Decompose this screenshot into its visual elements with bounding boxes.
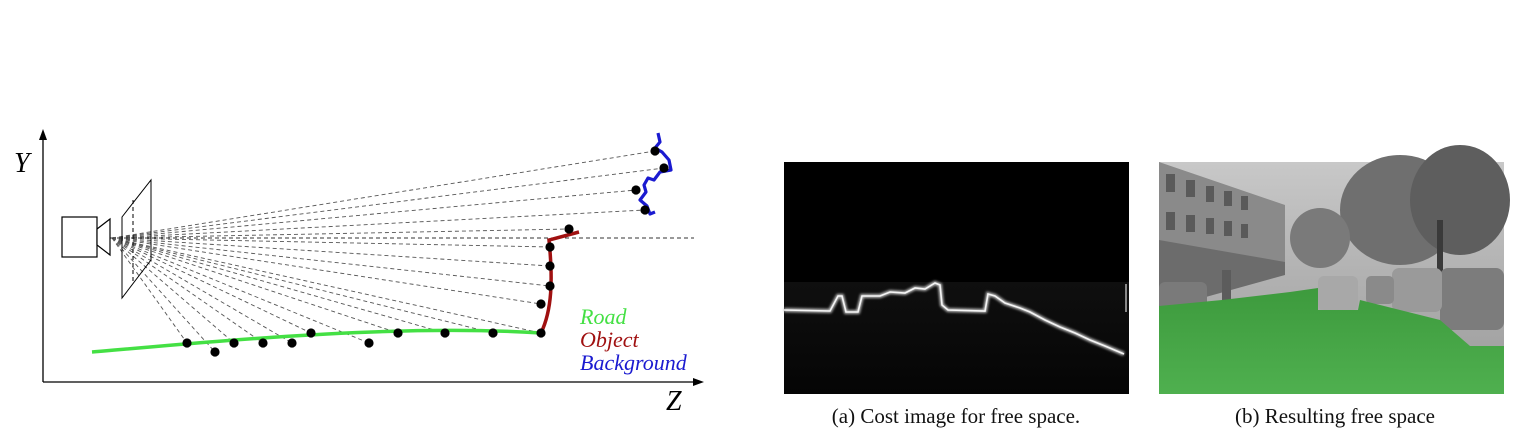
legend: Road Object Background <box>579 304 688 375</box>
legend-object: Object <box>580 327 640 352</box>
parked-car-2 <box>1392 268 1442 312</box>
cost-image-panel: (a) Cost image for free space. <box>783 162 1129 428</box>
z-axis-arrow <box>693 378 704 386</box>
ray-3 <box>111 237 264 344</box>
free-space-panel: (b) Resulting free space <box>1159 145 1510 428</box>
ray-12 <box>111 237 551 287</box>
cost-image-top <box>784 162 1129 282</box>
pedestrian <box>1222 270 1231 306</box>
cost-ridge <box>783 282 1125 355</box>
ray-2 <box>111 237 235 344</box>
measurement-point-17 <box>631 185 641 195</box>
ray-7 <box>111 237 399 334</box>
y-axis-arrow <box>39 129 47 140</box>
tree-trunk <box>1437 220 1443 290</box>
measurement-point-6 <box>364 338 374 348</box>
parked-car-3 <box>1366 276 1394 304</box>
ray-10 <box>111 237 542 334</box>
ray-6 <box>111 237 370 344</box>
ray-0 <box>111 237 188 344</box>
background-curve <box>638 132 673 216</box>
measurement-point-15 <box>564 224 574 234</box>
image-plane <box>121 178 152 300</box>
road-curve <box>91 328 542 354</box>
ray-group <box>111 150 665 353</box>
ray-16 <box>111 209 646 239</box>
ray-1 <box>111 237 216 353</box>
measurement-point-9 <box>488 328 498 338</box>
ray-18 <box>111 167 665 239</box>
measurement-point-12 <box>545 281 555 291</box>
measurement-point-4 <box>287 338 297 348</box>
point-group <box>182 146 669 357</box>
lane-car <box>1318 276 1358 310</box>
measurement-point-1 <box>210 347 220 357</box>
measurement-point-3 <box>258 338 268 348</box>
measurement-point-18 <box>659 163 669 173</box>
caption-b: (b) Resulting free space <box>1235 404 1435 428</box>
ray-4 <box>111 237 293 344</box>
measurement-point-2 <box>229 338 239 348</box>
measurement-point-19 <box>650 146 660 156</box>
measurement-point-10 <box>536 328 546 338</box>
tree-canopy-2 <box>1410 145 1510 255</box>
ray-15 <box>111 228 570 239</box>
measurement-point-5 <box>306 328 316 338</box>
ray-19 <box>111 150 656 239</box>
tree-canopy-3 <box>1290 208 1350 268</box>
measurement-point-7 <box>393 328 403 338</box>
measurement-point-0 <box>182 338 192 348</box>
measurement-point-13 <box>545 261 555 271</box>
y-axis-label: Y <box>14 148 33 179</box>
camera-body <box>61 216 98 258</box>
measurement-point-16 <box>640 205 650 215</box>
scene-diagram: Y Z Road Object Background <box>14 129 704 417</box>
parked-car-1 <box>1440 268 1504 330</box>
caption-a: (a) Cost image for free space. <box>832 404 1080 428</box>
camera-icon <box>61 178 152 300</box>
ray-5 <box>111 237 312 334</box>
measurement-point-14 <box>545 242 555 252</box>
ray-14 <box>111 237 551 248</box>
ray-9 <box>111 237 494 334</box>
ray-17 <box>111 189 637 239</box>
camera-lens <box>96 217 111 257</box>
legend-road: Road <box>579 304 627 329</box>
free-space-overlay <box>1159 288 1504 394</box>
z-axis-label: Z <box>666 386 682 417</box>
measurement-point-11 <box>536 299 546 309</box>
ray-13 <box>111 237 551 267</box>
ray-11 <box>111 237 542 305</box>
ray-8 <box>111 237 446 334</box>
legend-background: Background <box>580 350 688 375</box>
building-windows <box>1166 174 1248 238</box>
measurement-point-8 <box>440 328 450 338</box>
axes: Y Z <box>14 129 704 417</box>
